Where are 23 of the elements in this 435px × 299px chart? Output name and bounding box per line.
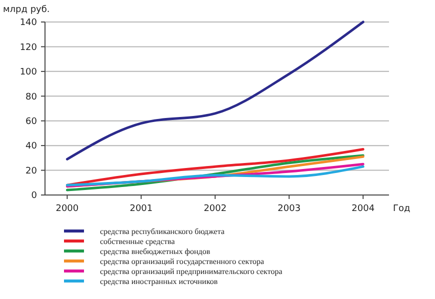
x-tick-label: 2001 — [130, 204, 153, 214]
y-tick-label: 140 — [20, 18, 38, 28]
y-tick-label: 80 — [26, 92, 38, 102]
legend-label: собственные средства — [100, 236, 176, 246]
y-axis-title: млрд руб. — [3, 5, 50, 15]
legend-label: средства внебюджетных фондов — [100, 246, 210, 256]
y-tick-label: 20 — [26, 166, 38, 176]
y-tick-label: 100 — [20, 68, 38, 78]
y-tick-label: 60 — [26, 117, 38, 128]
y-tick-label: 40 — [26, 142, 38, 152]
line-series — [66, 20, 364, 160]
legend-label: средства иностранных источников — [100, 276, 218, 286]
line-series — [66, 148, 364, 186]
y-tick-label: 120 — [20, 42, 38, 53]
x-tick-label: 2004 — [352, 204, 375, 214]
x-tick-label: 2000 — [56, 204, 79, 214]
x-tick-label: 2002 — [204, 204, 227, 214]
x-axis-title: Год — [393, 204, 410, 214]
y-tick-label: 0 — [31, 191, 38, 202]
legend-label: средства организаций государственного сектора — [100, 256, 264, 266]
legend-label: средства республиканского бюджета — [100, 226, 225, 236]
legend-label: средства организаций предпринимательского сектора — [100, 266, 283, 276]
x-tick-label: 2003 — [278, 204, 301, 214]
